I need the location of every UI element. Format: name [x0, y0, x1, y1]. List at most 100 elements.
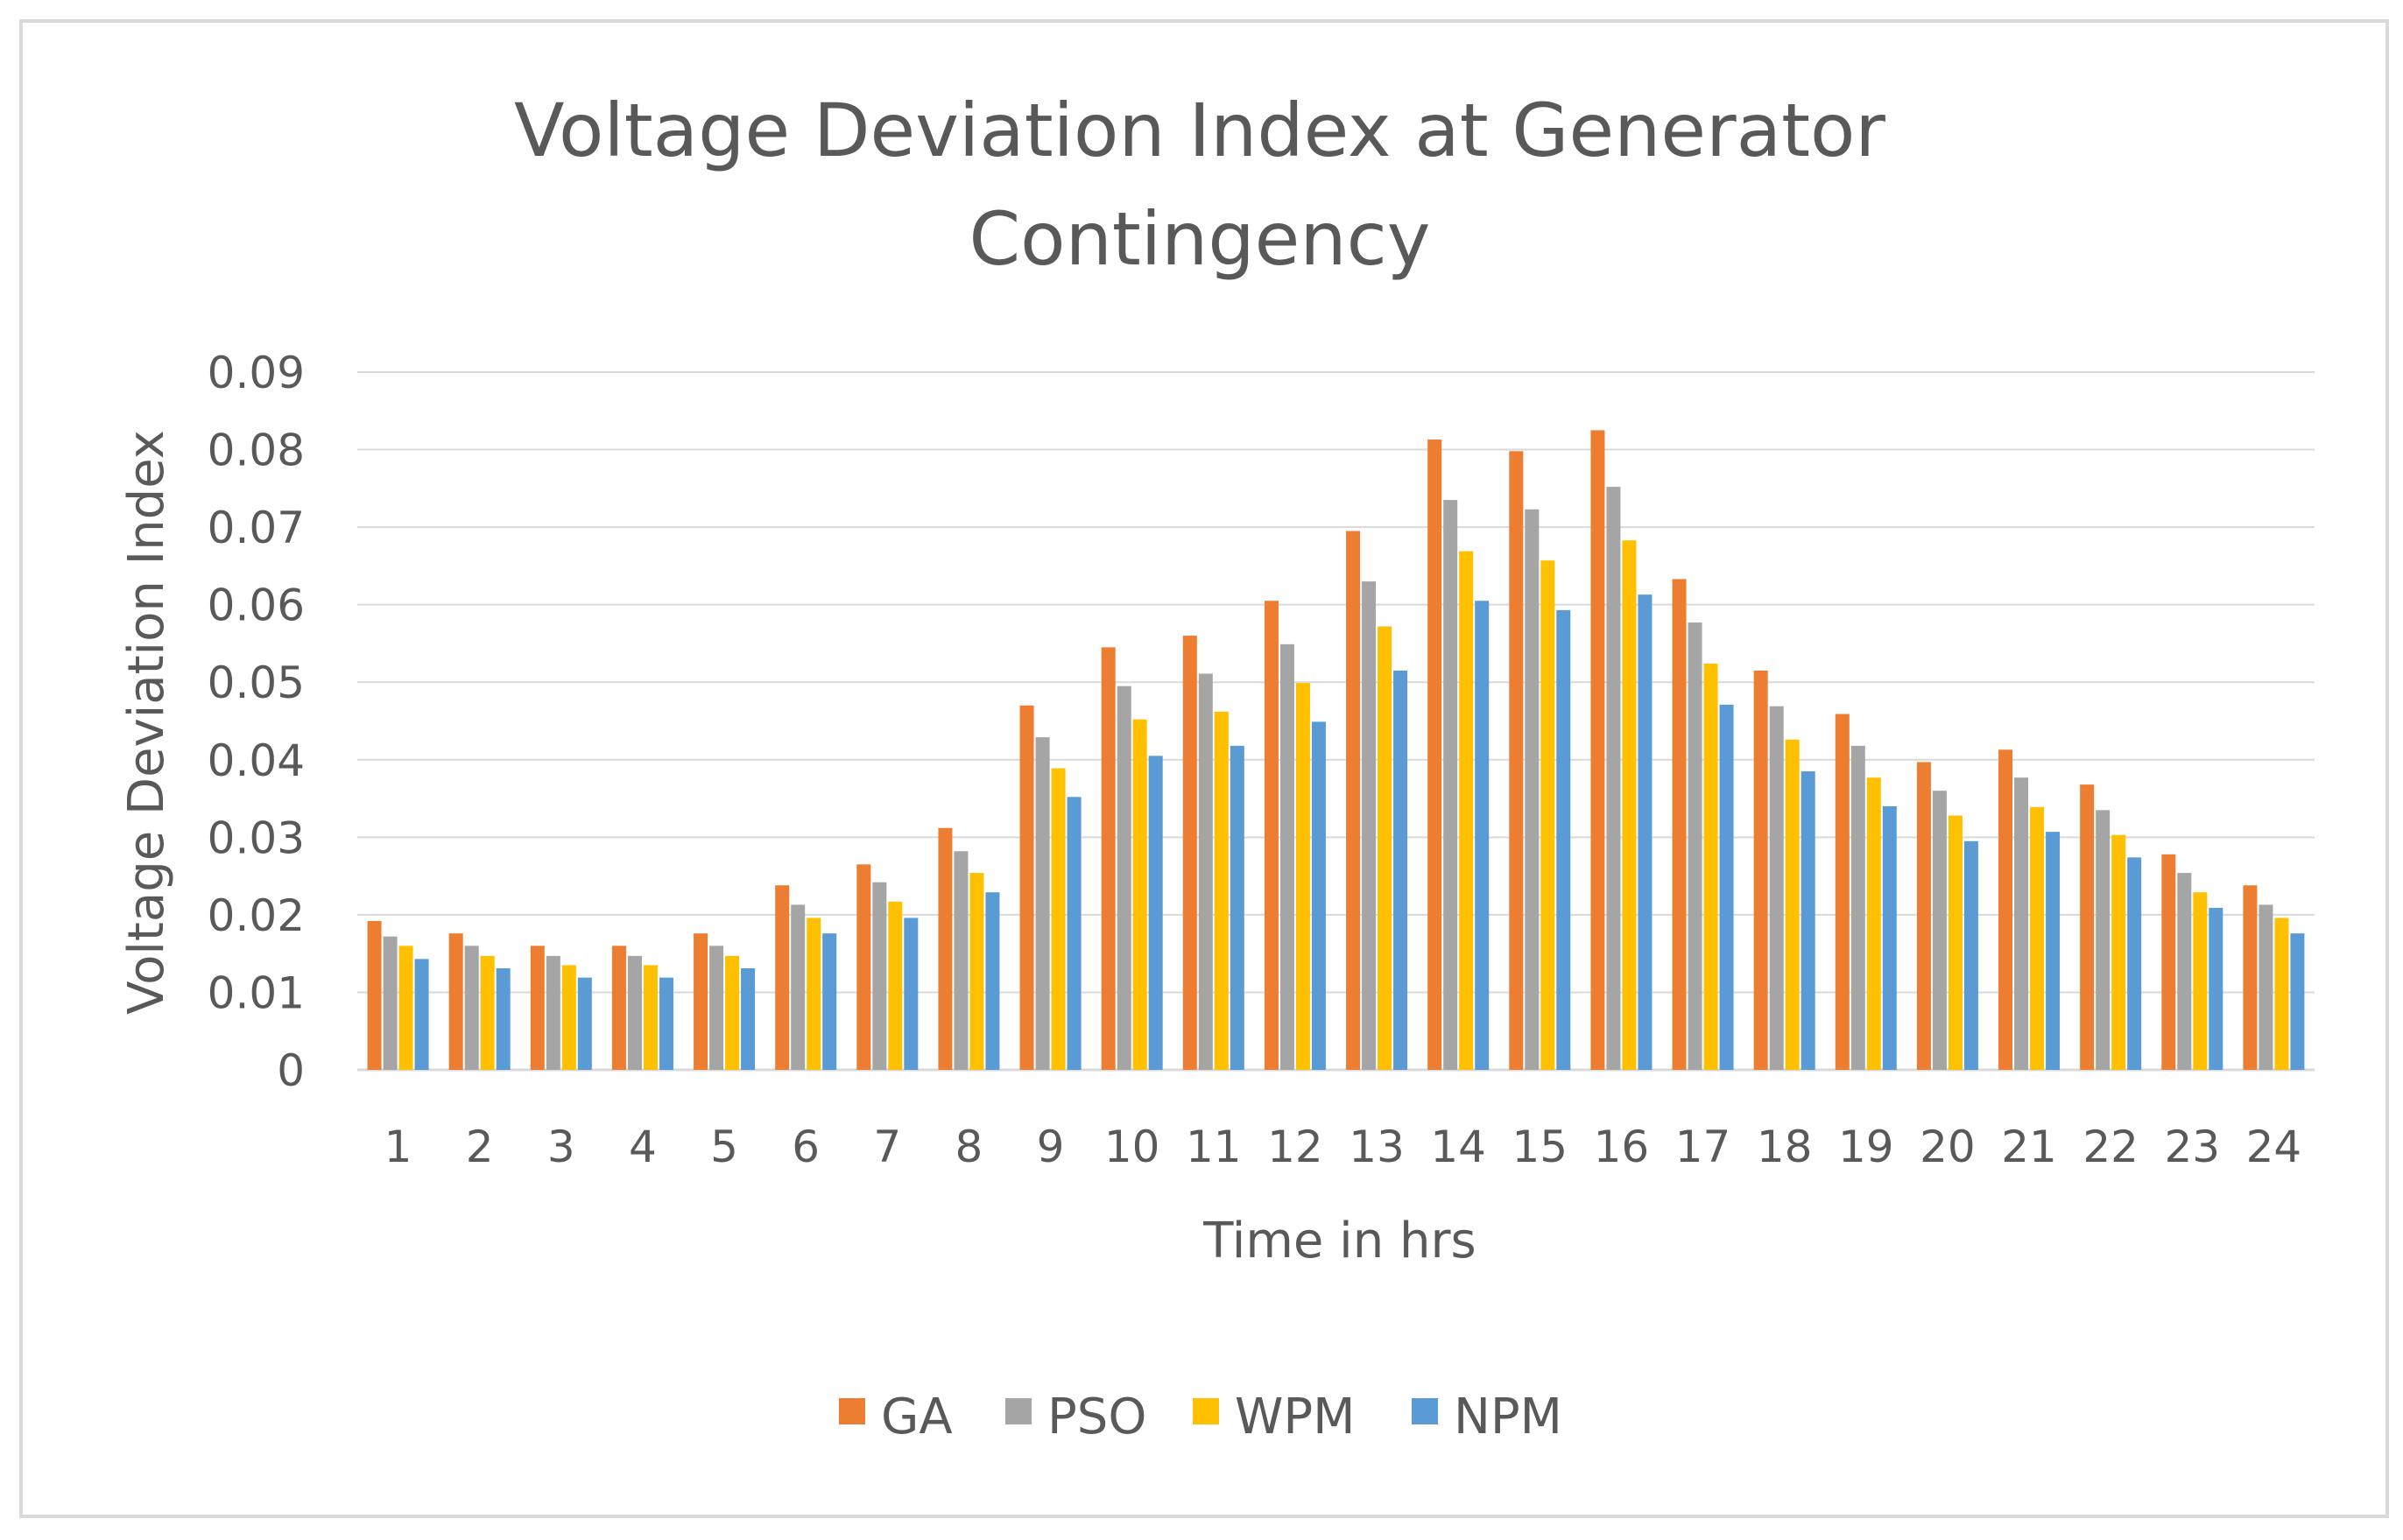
- bar-ga-6: [775, 885, 790, 1070]
- bar-ga-18: [1753, 670, 1768, 1070]
- legend-label: PSO: [1047, 1389, 1146, 1445]
- bar-pso-14: [1443, 500, 1458, 1070]
- bar-npm-4: [659, 977, 673, 1070]
- bar-ga-15: [1509, 451, 1524, 1070]
- bar-ga-17: [1672, 579, 1687, 1070]
- bar-pso-6: [791, 904, 806, 1070]
- bars: [367, 430, 2305, 1071]
- bar-wpm-11: [1214, 711, 1229, 1070]
- bar-wpm-9: [1051, 768, 1066, 1070]
- bar-npm-20: [1963, 840, 1978, 1070]
- bar-wpm-2: [480, 955, 495, 1070]
- bar-ga-10: [1101, 647, 1116, 1070]
- bar-pso-17: [1688, 622, 1702, 1070]
- bar-npm-16: [1638, 594, 1653, 1070]
- x-tick-label: 22: [2082, 1122, 2139, 1172]
- bar-pso-21: [2014, 777, 2029, 1070]
- x-tick-label: 15: [1512, 1122, 1568, 1172]
- x-tick-label: 23: [2165, 1122, 2221, 1172]
- bar-pso-9: [1035, 737, 1050, 1070]
- bar-ga-4: [611, 946, 626, 1070]
- bar-ga-7: [856, 864, 871, 1070]
- bar-npm-11: [1230, 745, 1244, 1070]
- x-axis-title: Time in hrs: [1202, 1213, 1476, 1269]
- bar-ga-2: [448, 933, 463, 1070]
- y-tick-label: 0.09: [208, 348, 305, 398]
- legend-label: NPM: [1454, 1389, 1562, 1445]
- bar-wpm-7: [888, 901, 903, 1070]
- bar-wpm-13: [1378, 626, 1392, 1070]
- legend-item-npm: NPM: [1412, 1389, 1562, 1445]
- bar-npm-23: [2209, 907, 2223, 1070]
- series-pso: [383, 487, 2273, 1070]
- bar-wpm-6: [807, 918, 821, 1070]
- bar-ga-5: [694, 933, 708, 1070]
- bar-wpm-4: [643, 965, 658, 1070]
- bar-pso-18: [1769, 706, 1784, 1070]
- legend-label: WPM: [1235, 1389, 1355, 1445]
- legend-swatch: [839, 1398, 865, 1424]
- bar-ga-21: [1998, 749, 2013, 1070]
- x-tick-label: 20: [1920, 1122, 1976, 1172]
- x-tick-label: 16: [1594, 1122, 1650, 1172]
- bar-npm-6: [822, 933, 837, 1070]
- y-axis-ticks: 0 0.01 0.02 0.03 0.04 0.05 0.06 0.07 0.08 0.09: [208, 348, 305, 1096]
- x-tick-label: 24: [2246, 1122, 2302, 1172]
- bar-wpm-18: [1785, 739, 1800, 1070]
- bar-ga-11: [1182, 636, 1197, 1070]
- bar-ga-20: [1916, 762, 1931, 1070]
- x-tick-label: 19: [1838, 1122, 1894, 1172]
- x-tick-label: 1: [384, 1122, 412, 1172]
- bar-wpm-15: [1540, 560, 1555, 1070]
- bar-wpm-12: [1295, 683, 1310, 1070]
- bar-pso-24: [2259, 904, 2273, 1070]
- series-wpm: [398, 540, 2289, 1070]
- y-axis-title: Voltage Deviation Index: [118, 430, 175, 1015]
- bar-pso-10: [1117, 686, 1131, 1070]
- bar-wpm-24: [2274, 918, 2289, 1070]
- bar-pso-12: [1279, 643, 1294, 1070]
- bar-npm-10: [1148, 756, 1163, 1070]
- bar-pso-3: [546, 955, 560, 1070]
- bar-ga-1: [367, 920, 382, 1070]
- y-tick-label: 0: [277, 1045, 305, 1096]
- bar-wpm-22: [2111, 834, 2126, 1070]
- bar-wpm-10: [1132, 719, 1147, 1070]
- x-tick-label: 18: [1757, 1122, 1813, 1172]
- bar-wpm-20: [1948, 815, 1963, 1070]
- bar-wpm-5: [725, 955, 740, 1070]
- bar-wpm-21: [2030, 806, 2045, 1070]
- bar-ga-24: [2243, 885, 2258, 1070]
- bar-npm-15: [1556, 609, 1571, 1070]
- x-tick-label: 8: [955, 1122, 983, 1172]
- legend-swatch: [1412, 1398, 1438, 1424]
- bar-ga-3: [530, 946, 545, 1070]
- bar-ga-13: [1346, 531, 1361, 1070]
- bar-npm-2: [496, 967, 511, 1070]
- chart-title-line-2: Contingency: [969, 196, 1431, 282]
- x-tick-label: 11: [1186, 1122, 1242, 1172]
- x-tick-label: 4: [629, 1122, 657, 1172]
- bar-pso-11: [1198, 673, 1213, 1070]
- bar-ga-22: [2080, 784, 2095, 1070]
- y-tick-label: 0.08: [208, 425, 305, 476]
- bar-wpm-16: [1622, 540, 1637, 1070]
- bar-npm-14: [1475, 601, 1490, 1070]
- bar-npm-8: [985, 892, 1000, 1070]
- legend-swatch: [1005, 1398, 1032, 1424]
- legend-item-ga: GA: [839, 1389, 953, 1445]
- legend: GA PSO WPM NPM: [839, 1389, 1562, 1445]
- legend-item-pso: PSO: [1005, 1389, 1146, 1445]
- bar-wpm-23: [2193, 892, 2208, 1070]
- x-tick-label: 14: [1430, 1122, 1486, 1172]
- gridlines: [357, 371, 2315, 1072]
- x-tick-label: 5: [710, 1122, 738, 1172]
- bar-ga-23: [2161, 854, 2176, 1070]
- x-tick-label: 9: [1037, 1122, 1065, 1172]
- bar-pso-20: [1932, 791, 1947, 1070]
- chart-title-line-1: Voltage Deviation Index at Generator: [514, 88, 1885, 173]
- bar-npm-21: [2046, 832, 2061, 1070]
- x-tick-label: 7: [873, 1122, 901, 1172]
- y-tick-label: 0.03: [208, 812, 305, 863]
- bar-pso-13: [1362, 581, 1377, 1070]
